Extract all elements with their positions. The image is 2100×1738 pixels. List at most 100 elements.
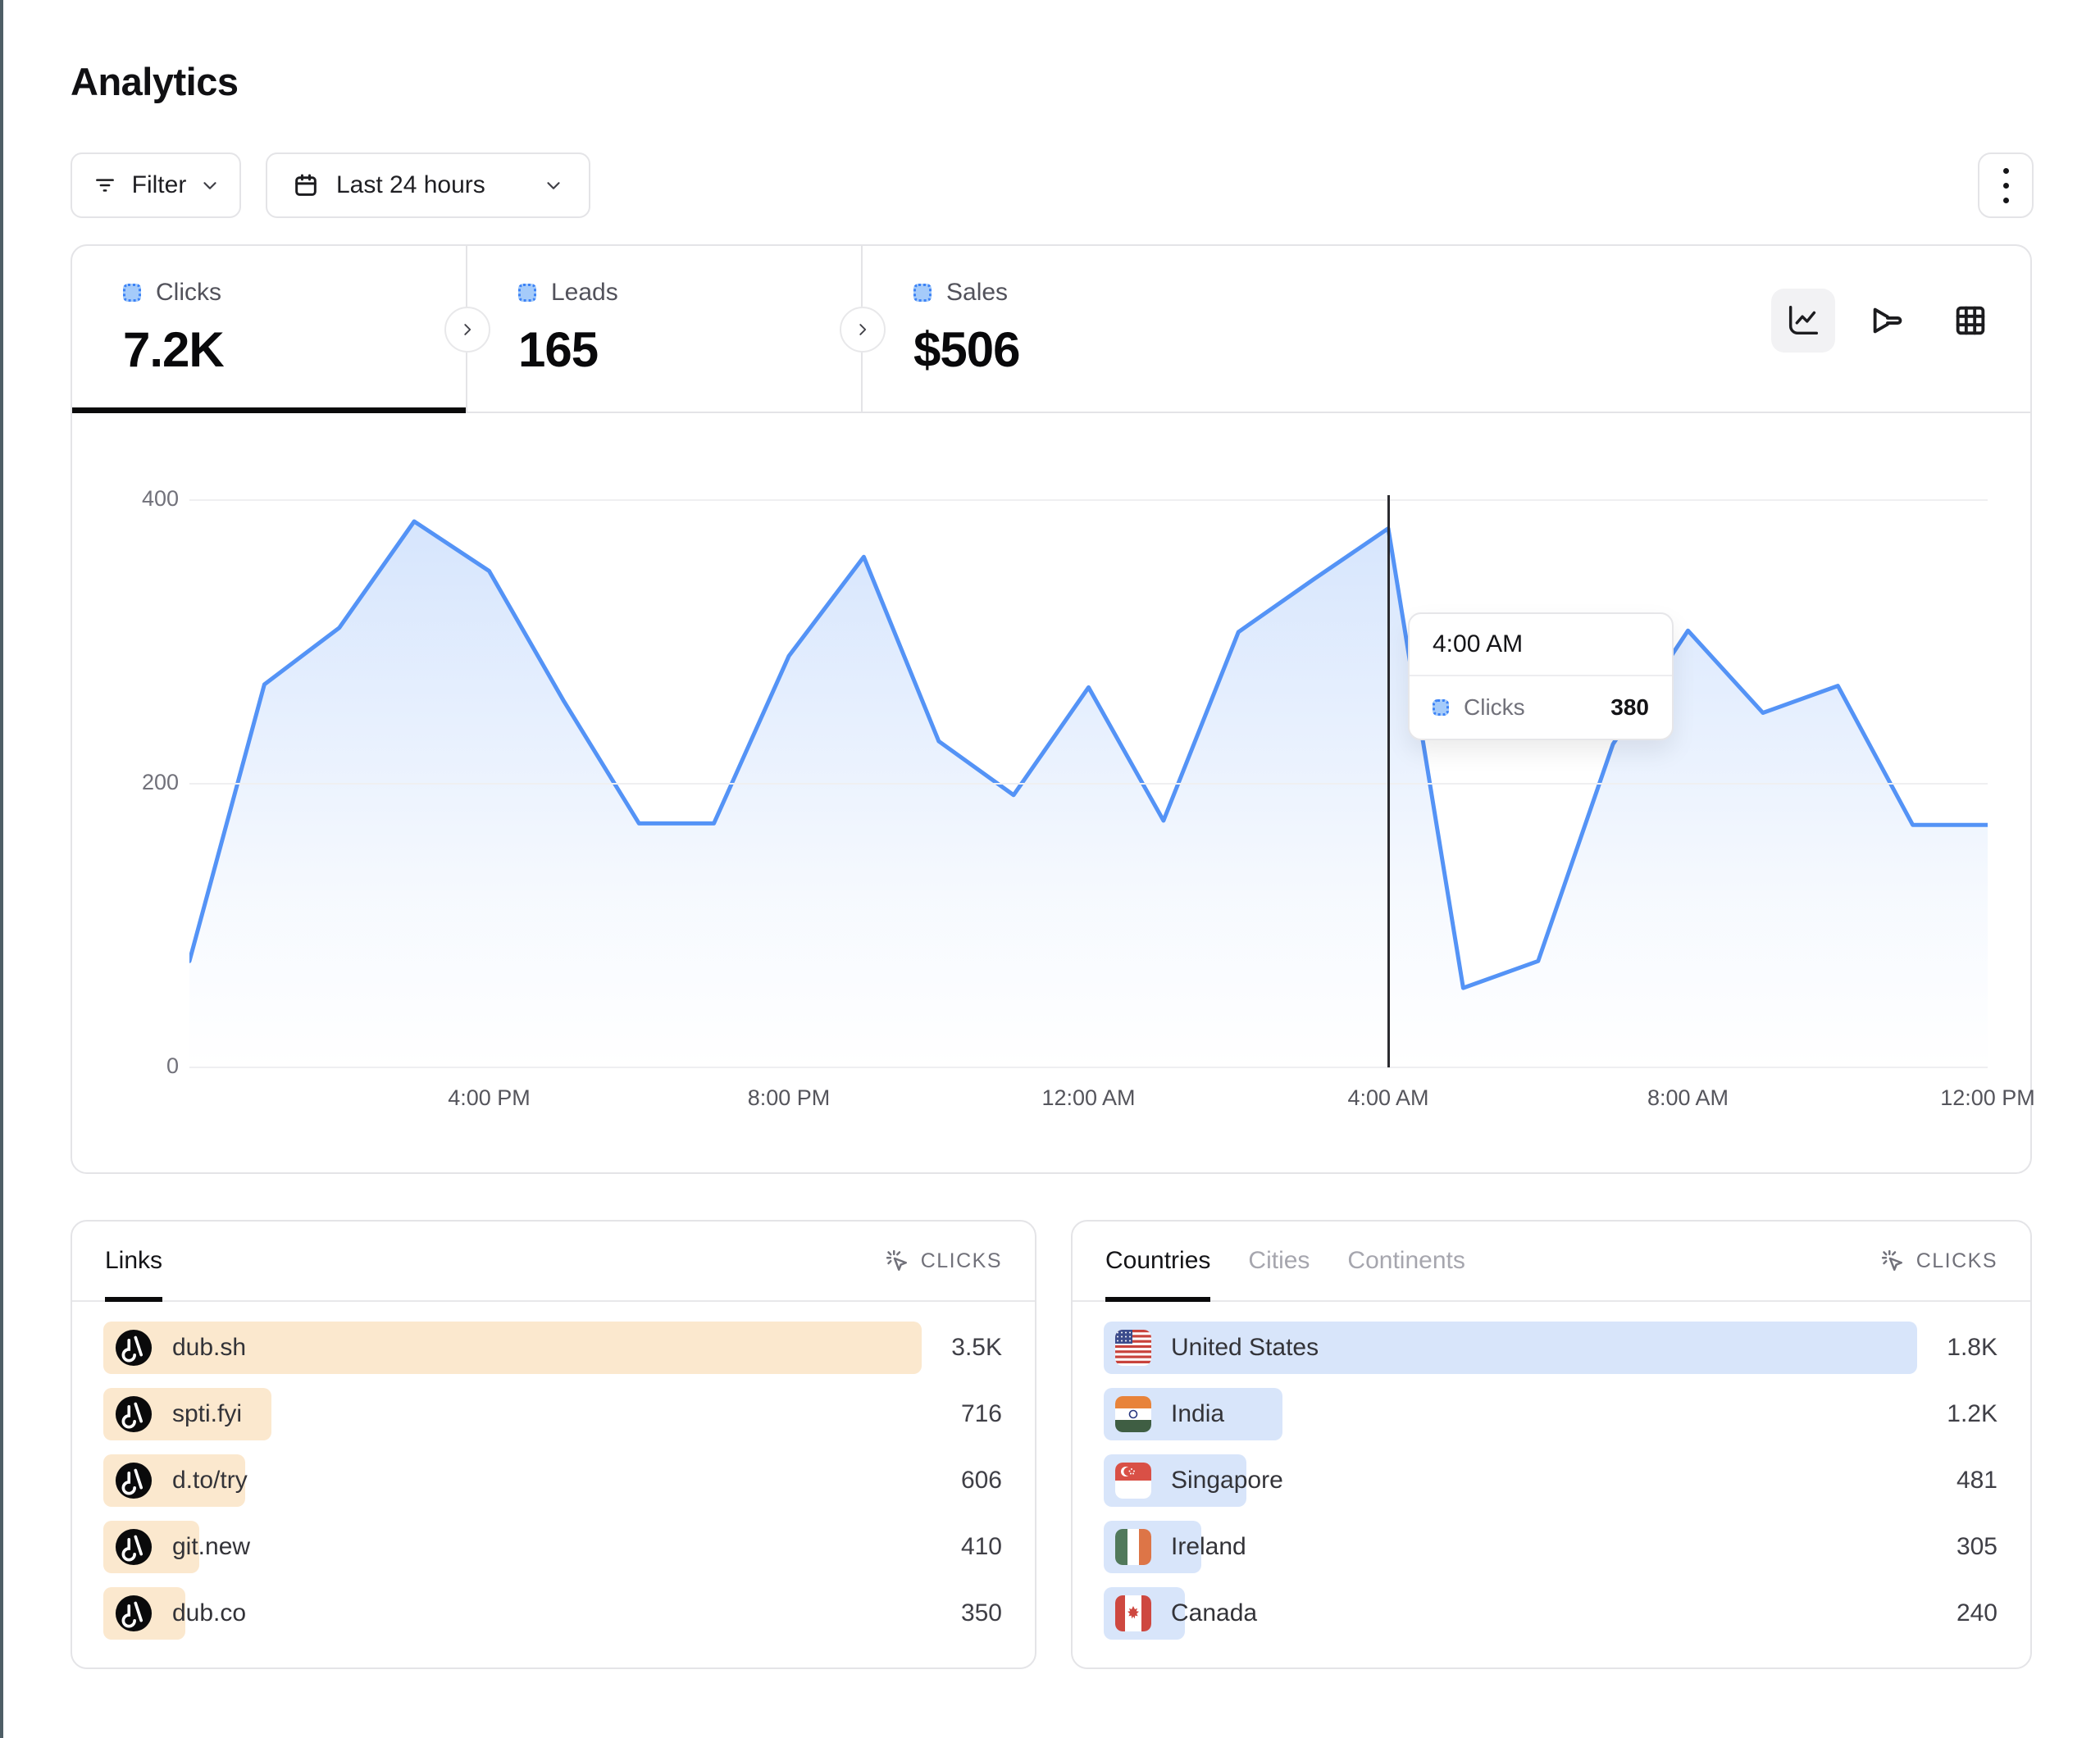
- value-bar: [103, 1322, 922, 1374]
- chart-area-fill: [189, 521, 1988, 1067]
- countries-tab-countries[interactable]: Countries: [1105, 1222, 1211, 1302]
- countries-tab-continents[interactable]: Continents: [1347, 1247, 1465, 1274]
- date-range-button[interactable]: Last 24 hours: [266, 152, 590, 218]
- links-metric[interactable]: CLICKS: [885, 1249, 1002, 1273]
- table-grid-icon: [1956, 306, 1985, 335]
- cursor-click-icon: [886, 1249, 907, 1271]
- calendar-icon: [295, 174, 317, 196]
- list-item-label: spti.fyi: [172, 1400, 243, 1427]
- more-options-button[interactable]: [1978, 152, 2034, 218]
- list-item-label: dub.sh: [172, 1334, 247, 1361]
- stat-value: 165: [518, 322, 599, 377]
- list-item-label: Singapore: [1171, 1467, 1283, 1494]
- country-row-ireland[interactable]: Ireland 305: [1104, 1521, 1999, 1573]
- series-marker-icon: [123, 284, 141, 302]
- countries-panel-tabs: Countries Cities Continents: [1105, 1222, 1465, 1302]
- x-axis-label: 8:00 AM: [1647, 1085, 1729, 1110]
- stat-tab-clicks[interactable]: Clicks 7.2K: [72, 246, 467, 413]
- list-item-value: 3.5K: [951, 1334, 1002, 1361]
- flag-ca-icon: [1115, 1595, 1151, 1631]
- list-item-value: 240: [1956, 1599, 1998, 1627]
- countries-metric-label: CLICKS: [1916, 1249, 1998, 1272]
- country-row-singapore[interactable]: Singapore 481: [1104, 1454, 1999, 1507]
- clicks-series-marker: [1433, 699, 1449, 716]
- chevron-down-icon: [203, 182, 216, 189]
- tooltip-series-label: Clicks: [1464, 694, 1525, 720]
- filter-button[interactable]: Filter: [71, 152, 241, 218]
- flag-ie-icon: [1115, 1529, 1151, 1565]
- flag-sg-icon: [1115, 1463, 1151, 1499]
- countries-panel: Countries Cities Continents CLICKS United …: [1071, 1220, 2032, 1669]
- x-axis-label: 8:00 PM: [747, 1085, 831, 1110]
- table-view-button[interactable]: [1938, 289, 2002, 353]
- links-panel: Links CLICKS dub.sh 3.5K spti.fyi 716: [71, 1220, 1036, 1669]
- date-range-label: Last 24 hours: [336, 171, 485, 198]
- country-row-canada[interactable]: Canada 240: [1104, 1587, 1999, 1640]
- countries-panel-header: Countries Cities Continents CLICKS: [1073, 1222, 2030, 1302]
- page-left-divider: [0, 0, 3, 1738]
- tooltip-series-value: 380: [1610, 694, 1649, 720]
- stat-tabs: Clicks 7.2K Leads 165 Sales $506: [72, 246, 1258, 413]
- dub-logo-icon: [115, 1528, 153, 1566]
- expand-leads-chevron-button[interactable]: [840, 307, 886, 353]
- x-axis-label: 12:00 PM: [1940, 1085, 2035, 1110]
- dub-logo-icon: [115, 1395, 153, 1433]
- links-list: dub.sh 3.5K spti.fyi 716 d.to/try 606 gi…: [103, 1322, 1004, 1654]
- list-item-label: d.to/try: [172, 1467, 248, 1494]
- list-item-label: git.new: [172, 1533, 251, 1560]
- stat-label: Leads: [551, 279, 618, 306]
- gridline: [189, 1067, 1988, 1068]
- chart-crosshair: [1387, 495, 1390, 1067]
- cursor-click-icon: [1881, 1249, 1902, 1271]
- flag-us-icon: [1115, 1330, 1151, 1366]
- line-chart-icon: [1788, 305, 1819, 335]
- tooltip-series-row: Clicks 380: [1410, 676, 1672, 739]
- flag-in-icon: [1115, 1396, 1151, 1432]
- stat-tab-leads[interactable]: Leads 165: [467, 246, 863, 412]
- stat-tabs-row: Clicks 7.2K Leads 165 Sales $506: [72, 246, 2030, 413]
- country-row-india[interactable]: India 1.2K: [1104, 1388, 1999, 1440]
- link-row-git-new[interactable]: git.new 410: [103, 1521, 1004, 1573]
- line-chart-view-button[interactable]: [1771, 289, 1835, 353]
- page-title: Analytics: [71, 60, 239, 103]
- links-tab-links[interactable]: Links: [105, 1222, 163, 1302]
- clicks-time-series-chart[interactable]: 4:00 AM Clicks 380 400 200 0 4:00 PM 8:00 PM…: [72, 413, 2035, 1172]
- analytics-chart-card: Clicks 7.2K Leads 165 Sales $506: [71, 244, 2035, 1174]
- link-row-dub-sh[interactable]: dub.sh 3.5K: [103, 1322, 1004, 1374]
- x-axis-label: 4:00 AM: [1347, 1085, 1429, 1110]
- stat-label: Sales: [946, 279, 1009, 306]
- link-row-spti-fyi[interactable]: spti.fyi 716: [103, 1388, 1004, 1440]
- country-row-united-states[interactable]: United States 1.8K: [1104, 1322, 1999, 1374]
- stat-tab-sales[interactable]: Sales $506: [863, 246, 1258, 412]
- x-axis-label: 12:00 AM: [1041, 1085, 1136, 1110]
- countries-metric[interactable]: CLICKS: [1880, 1249, 1998, 1273]
- dub-logo-icon: [115, 1329, 153, 1367]
- chart-line: [189, 519, 1988, 990]
- x-axis-label: 4:00 PM: [448, 1085, 531, 1110]
- chevron-down-icon: [547, 182, 560, 189]
- kebab-menu-icon: [2002, 167, 2009, 174]
- countries-tab-cities[interactable]: Cities: [1248, 1247, 1310, 1274]
- list-item-value: 716: [960, 1400, 1002, 1427]
- stat-value: 7.2K: [123, 322, 225, 377]
- list-item-value: 606: [960, 1467, 1002, 1494]
- link-row-dub-co[interactable]: dub.co 350: [103, 1587, 1004, 1640]
- gridline: [189, 499, 1988, 501]
- countries-list: United States 1.8K India 1.2K Singapore …: [1104, 1322, 1999, 1654]
- list-item-label: Canada: [1171, 1599, 1258, 1627]
- funnel-chart-view-button[interactable]: [1855, 289, 1919, 353]
- chart-tooltip: 4:00 AM Clicks 380: [1408, 612, 1674, 740]
- list-item-value: 1.8K: [1947, 1334, 1998, 1361]
- chevron-right-icon: [464, 324, 471, 335]
- dub-logo-icon: [115, 1462, 153, 1499]
- links-panel-tabs: Links: [105, 1222, 163, 1302]
- funnel-chart-icon: [1873, 307, 1902, 334]
- links-panel-header: Links CLICKS: [72, 1222, 1035, 1302]
- link-row-d-to-try[interactable]: d.to/try 606: [103, 1454, 1004, 1507]
- y-axis-label: 200: [141, 770, 179, 794]
- tooltip-time: 4:00 AM: [1410, 614, 1672, 676]
- expand-clicks-chevron-button[interactable]: [444, 307, 490, 353]
- list-item-label: United States: [1171, 1334, 1319, 1361]
- list-item-label: dub.co: [172, 1599, 247, 1627]
